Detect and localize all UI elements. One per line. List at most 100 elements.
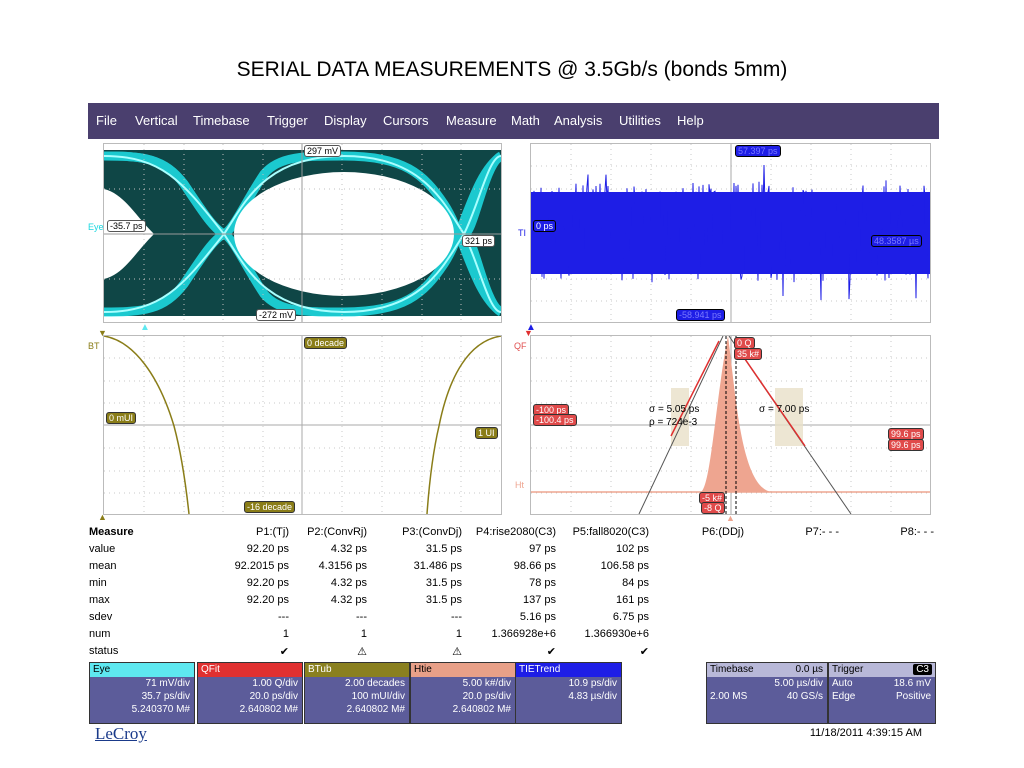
channel-box-line: 2.640802 M#: [346, 704, 405, 715]
measure-cell: 4.32 ps: [330, 594, 367, 606]
eye-left-time-label: -35.7 ps: [107, 220, 146, 232]
measure-p4-header[interactable]: P4:rise2080(C3): [475, 526, 556, 538]
slide-title: SERIAL DATA MEASUREMENTS @ 3.5Gb/s (bond…: [236, 58, 788, 81]
trigger-box[interactable]: Trigger C3 Auto 18.6 mV Edge Positive: [828, 662, 936, 724]
channel-box-line: 1.00 Q/div: [252, 678, 298, 689]
measure-row-min: min 92.20 ps 4.32 ps 31.5 ps 78 ps 84 ps: [89, 577, 939, 594]
measure-cell: 31.486 ps: [413, 560, 462, 572]
measure-cell: 137 ps: [522, 594, 556, 606]
timestamp: 11/18/2011 4:39:15 AM: [809, 727, 922, 739]
channel-box-line: 2.640802 M#: [452, 704, 511, 715]
menu-display[interactable]: Display: [324, 113, 367, 128]
bathtub-trace-tag: BT: [88, 341, 100, 351]
measure-header-label[interactable]: Measure: [89, 526, 134, 538]
measure-row-label: mean: [89, 560, 117, 572]
channel-box-qfit[interactable]: QFit 1.00 Q/div 20.0 ps/div 2.640802 M#: [197, 662, 303, 724]
measure-row-num: num 1 1 1 1.366928e+6 1.366930e+6: [89, 628, 939, 645]
qfit-trace-tag: QF: [514, 341, 527, 351]
channel-box-title: BTub: [305, 663, 409, 677]
channel-box-line: 2.640802 M#: [239, 704, 298, 715]
menu-trigger[interactable]: Trigger: [267, 113, 308, 128]
menu-timebase[interactable]: Timebase: [193, 113, 250, 128]
menu-vertical[interactable]: Vertical: [135, 113, 178, 128]
measure-p3-header[interactable]: P3:(ConvDj): [402, 526, 462, 538]
timebase-sample-rate: 40 GS/s: [786, 691, 823, 702]
measure-cell: ---: [356, 611, 367, 623]
timebase-header: Timebase 0.0 µs: [707, 663, 827, 677]
measure-row-max: max 92.20 ps 4.32 ps 31.5 ps 137 ps 161 ps: [89, 594, 939, 611]
eye-bottom-voltage-label: -272 mV: [256, 309, 297, 321]
trigger-mode: Auto: [832, 678, 853, 689]
qfit-bottom-q-label: -8 Q: [701, 502, 725, 514]
channel-box-title: QFit: [198, 663, 302, 677]
measure-cell: 1: [360, 628, 367, 640]
trigger-level: 18.6 mV: [893, 678, 931, 689]
measure-cell: 1: [282, 628, 289, 640]
tie-top-label: 57.397 ps: [735, 145, 781, 157]
measure-row-label: status: [89, 645, 119, 657]
channel-box-tietrend[interactable]: TIETrend 10.9 ps/div 4.83 µs/div: [515, 662, 622, 724]
menu-math[interactable]: Math: [511, 113, 540, 128]
trigger-channel-badge: C3: [913, 664, 932, 675]
tie-trend-plot: [531, 144, 930, 322]
measure-cell: 97 ps: [529, 543, 556, 555]
qfit-top-marker-icon: ▼: [524, 328, 533, 338]
channel-box-line: 35.7 ps/div: [141, 691, 190, 702]
menu-analysis[interactable]: Analysis: [554, 113, 603, 128]
measure-cell: 92.20 ps: [246, 543, 289, 555]
channel-box-line: 71 mV/div: [145, 678, 190, 689]
channel-box-htie[interactable]: Htie 5.00 k#/div 20.0 ps/div 2.640802 M#: [410, 662, 516, 724]
eye-diagram-panel[interactable]: 297 mV -35.7 ps 321 ps -272 mV: [103, 143, 502, 323]
qfit-histogram-plot: [531, 336, 930, 514]
measure-p6-header[interactable]: P6:(DDj): [701, 526, 744, 538]
channel-box-btub[interactable]: BTub 2.00 decades 100 mUI/div 2.640802 M#: [304, 662, 410, 724]
menu-cursors[interactable]: Cursors: [383, 113, 429, 128]
measure-cell: 92.2015 ps: [234, 560, 289, 572]
measurement-table: Measure P1:(Tj) P2:(ConvRj) P3:(ConvDj) …: [89, 526, 939, 662]
measure-p2-header[interactable]: P2:(ConvRj): [307, 526, 367, 538]
measure-cell: 92.20 ps: [246, 577, 289, 589]
channel-box-eye[interactable]: Eye 71 mV/div 35.7 ps/div 5.240370 M#: [89, 662, 195, 724]
bathtub-left-label: 0 mUI: [106, 412, 137, 424]
measure-row-mean: mean 92.2015 ps 4.3156 ps 31.486 ps 98.66 ps…: [89, 560, 939, 577]
bathtub-bottom-marker-icon: ▲: [98, 512, 107, 522]
measure-row-label: num: [89, 628, 111, 640]
tie-trend-panel[interactable]: 57.397 ps 0 ps 48.3587 µs -58.941 ps: [530, 143, 931, 323]
tie-trace-tag: TI: [518, 228, 526, 238]
channel-box-line: 4.83 µs/div: [568, 691, 617, 702]
measure-cell: 106.58 ps: [600, 560, 649, 572]
measure-p1-header[interactable]: P1:(Tj): [256, 526, 289, 538]
measure-p5-header[interactable]: P5:fall8020(C3): [572, 526, 649, 538]
timebase-title: Timebase: [710, 664, 754, 675]
measure-row-status: status ✔ ⚠ ⚠ ✔ ✔: [89, 645, 939, 662]
trigger-slope: Positive: [895, 691, 931, 702]
measure-cell: ⚠: [452, 646, 462, 658]
measure-cell: 31.5 ps: [425, 577, 462, 589]
measure-row-label: sdev: [89, 611, 113, 623]
timebase-box[interactable]: Timebase 0.0 µs 5.00 µs/div 2.00 MS 40 G…: [706, 662, 828, 724]
menu-file[interactable]: File: [96, 113, 117, 128]
measure-cell: ---: [451, 611, 462, 623]
measure-p7-header[interactable]: P7:- - -: [805, 526, 839, 538]
measure-cell: 1: [455, 628, 462, 640]
qfit-top-count-label: 35 k#: [734, 348, 763, 360]
timebase-offset: 0.0 µs: [795, 664, 823, 675]
hist-trace-tag: Ht: [515, 480, 524, 490]
measure-p8-header[interactable]: P8:- - -: [900, 526, 934, 538]
trigger-mode-row: Auto 18.6 mV: [829, 677, 935, 690]
bathtub-panel[interactable]: 0 decade 0 mUI 1 UI -16 decade: [103, 335, 502, 515]
measure-cell: ⚠: [357, 646, 367, 658]
menu-measure[interactable]: Measure: [446, 113, 497, 128]
eye-trigger-marker-icon: ▲: [140, 322, 150, 333]
channel-box-line: 5.240370 M#: [131, 704, 190, 715]
measure-cell: ---: [278, 611, 289, 623]
menu-utilities[interactable]: Utilities: [619, 113, 661, 128]
channel-box-line: 100 mUI/div: [351, 691, 405, 702]
channel-box-line: 10.9 ps/div: [568, 678, 617, 689]
qfit-sigma-left-annotation: σ = 5.05 ps: [649, 404, 700, 415]
menu-help[interactable]: Help: [677, 113, 704, 128]
measure-cell: ✔: [639, 646, 649, 658]
qfit-histogram-panel[interactable]: 0 Q 35 k# -100 ps -100.4 ps 99.6 ps 99.6…: [530, 335, 931, 515]
measure-cell: 4.3156 ps: [318, 560, 367, 572]
measure-cell: 5.16 ps: [519, 611, 556, 623]
